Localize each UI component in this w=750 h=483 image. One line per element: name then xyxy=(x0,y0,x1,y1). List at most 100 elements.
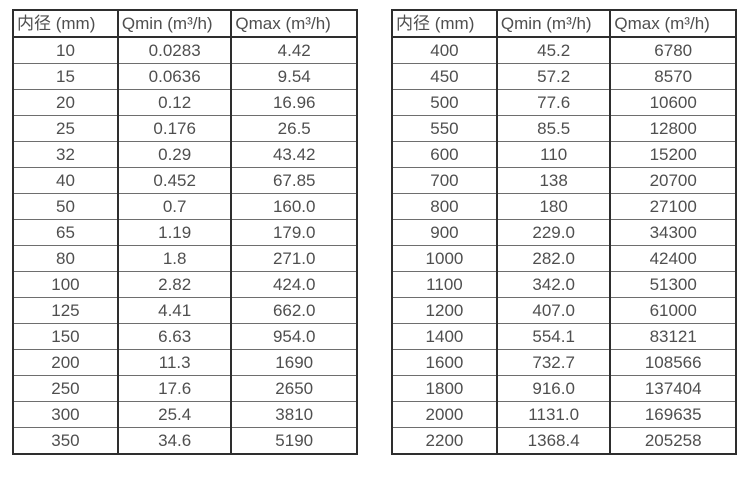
cell-qmin: 6.63 xyxy=(116,323,233,350)
cell-inner-diameter: 10 xyxy=(12,37,119,64)
cell-inner-diameter: 40 xyxy=(12,167,119,194)
cell-inner-diameter: 400 xyxy=(391,37,498,64)
cell-qmax: 8570 xyxy=(609,63,737,90)
table-row: 10 0.0283 4.42 xyxy=(12,37,358,64)
header-row: 内径 (mm) Qmin (m³/h) Qmax (m³/h) xyxy=(391,10,737,38)
table-row: 550 85.5 12800 xyxy=(391,115,737,142)
cell-inner-diameter: 80 xyxy=(12,245,119,272)
table-row: 450 57.2 8570 xyxy=(391,63,737,90)
cell-qmax: 26.5 xyxy=(230,115,358,142)
cell-qmin: 732.7 xyxy=(495,349,612,376)
cell-qmax: 61000 xyxy=(609,297,737,324)
cell-qmin: 407.0 xyxy=(495,297,612,324)
cell-qmin: 45.2 xyxy=(495,37,612,64)
cell-qmin: 1.8 xyxy=(116,245,233,272)
cell-qmin: 4.41 xyxy=(116,297,233,324)
cell-inner-diameter: 2000 xyxy=(391,401,498,428)
cell-qmin: 11.3 xyxy=(116,349,233,376)
table-row: 25 0.176 26.5 xyxy=(12,115,358,142)
table-row: 50 0.7 160.0 xyxy=(12,193,358,220)
cell-qmin: 0.12 xyxy=(116,89,233,116)
header-qmax: Qmax (m³/h) xyxy=(230,10,358,38)
cell-inner-diameter: 15 xyxy=(12,63,119,90)
cell-qmax: 20700 xyxy=(609,167,737,194)
cell-qmax: 424.0 xyxy=(230,271,358,298)
cell-inner-diameter: 150 xyxy=(12,323,119,350)
cell-qmax: 12800 xyxy=(609,115,737,142)
cell-qmax: 16.96 xyxy=(230,89,358,116)
cell-qmax: 179.0 xyxy=(230,219,358,246)
table-row: 2200 1368.4 205258 xyxy=(391,427,737,454)
cell-qmax: 83121 xyxy=(609,323,737,350)
table-row: 900 229.0 34300 xyxy=(391,219,737,246)
cell-qmin: 2.82 xyxy=(116,271,233,298)
cell-inner-diameter: 600 xyxy=(391,141,498,168)
table-row: 1800 916.0 137404 xyxy=(391,375,737,402)
table-row: 40 0.452 67.85 xyxy=(12,167,358,194)
cell-qmin: 34.6 xyxy=(116,427,233,454)
cell-qmax: 271.0 xyxy=(230,245,358,272)
cell-inner-diameter: 250 xyxy=(12,375,119,402)
cell-inner-diameter: 50 xyxy=(12,193,119,220)
cell-qmin: 85.5 xyxy=(495,115,612,142)
cell-qmin: 138 xyxy=(495,167,612,194)
header-row: 内径 (mm) Qmin (m³/h) Qmax (m³/h) xyxy=(12,10,358,38)
cell-qmax: 954.0 xyxy=(230,323,358,350)
cell-inner-diameter: 350 xyxy=(12,427,119,454)
table-row: 500 77.6 10600 xyxy=(391,89,737,116)
cell-qmin: 25.4 xyxy=(116,401,233,428)
table-row: 800 180 27100 xyxy=(391,193,737,220)
cell-qmax: 67.85 xyxy=(230,167,358,194)
table-row: 32 0.29 43.42 xyxy=(12,141,358,168)
flow-table-small-diameters: 内径 (mm) Qmin (m³/h) Qmax (m³/h) 10 0.0283… xyxy=(12,9,358,455)
cell-qmax: 2650 xyxy=(230,375,358,402)
cell-qmin: 110 xyxy=(495,141,612,168)
cell-qmin: 0.29 xyxy=(116,141,233,168)
cell-inner-diameter: 200 xyxy=(12,349,119,376)
cell-qmax: 1690 xyxy=(230,349,358,376)
cell-inner-diameter: 25 xyxy=(12,115,119,142)
table-row: 65 1.19 179.0 xyxy=(12,219,358,246)
table-row: 80 1.8 271.0 xyxy=(12,245,358,272)
cell-inner-diameter: 2200 xyxy=(391,427,498,454)
cell-qmax: 205258 xyxy=(609,427,737,454)
cell-qmin: 916.0 xyxy=(495,375,612,402)
header-inner-diameter: 内径 (mm) xyxy=(391,10,498,38)
cell-inner-diameter: 1600 xyxy=(391,349,498,376)
cell-qmax: 42400 xyxy=(609,245,737,272)
cell-qmin: 554.1 xyxy=(495,323,612,350)
cell-qmax: 160.0 xyxy=(230,193,358,220)
cell-qmax: 9.54 xyxy=(230,63,358,90)
cell-qmax: 15200 xyxy=(609,141,737,168)
cell-inner-diameter: 300 xyxy=(12,401,119,428)
table-row: 1100 342.0 51300 xyxy=(391,271,737,298)
cell-qmin: 77.6 xyxy=(495,89,612,116)
cell-qmax: 4.42 xyxy=(230,37,358,64)
cell-qmin: 180 xyxy=(495,193,612,220)
table-row: 1000 282.0 42400 xyxy=(391,245,737,272)
cell-qmin: 1368.4 xyxy=(495,427,612,454)
cell-qmax: 108566 xyxy=(609,349,737,376)
cell-qmin: 0.7 xyxy=(116,193,233,220)
cell-inner-diameter: 1400 xyxy=(391,323,498,350)
cell-qmin: 0.176 xyxy=(116,115,233,142)
cell-qmin: 229.0 xyxy=(495,219,612,246)
table-row: 125 4.41 662.0 xyxy=(12,297,358,324)
table-row: 100 2.82 424.0 xyxy=(12,271,358,298)
cell-qmax: 5190 xyxy=(230,427,358,454)
cell-inner-diameter: 100 xyxy=(12,271,119,298)
table-row: 1400 554.1 83121 xyxy=(391,323,737,350)
cell-qmin: 342.0 xyxy=(495,271,612,298)
cell-qmax: 27100 xyxy=(609,193,737,220)
cell-qmax: 137404 xyxy=(609,375,737,402)
cell-qmin: 57.2 xyxy=(495,63,612,90)
cell-inner-diameter: 800 xyxy=(391,193,498,220)
cell-inner-diameter: 65 xyxy=(12,219,119,246)
cell-qmax: 169635 xyxy=(609,401,737,428)
table-row: 15 0.0636 9.54 xyxy=(12,63,358,90)
table-row: 250 17.6 2650 xyxy=(12,375,358,402)
cell-inner-diameter: 1100 xyxy=(391,271,498,298)
header-qmin: Qmin (m³/h) xyxy=(116,10,233,38)
table-row: 1600 732.7 108566 xyxy=(391,349,737,376)
cell-qmax: 6780 xyxy=(609,37,737,64)
